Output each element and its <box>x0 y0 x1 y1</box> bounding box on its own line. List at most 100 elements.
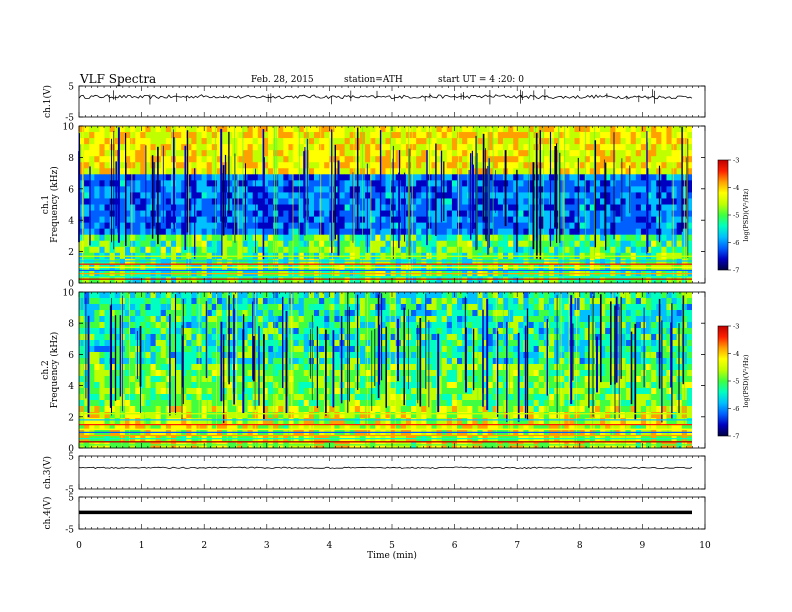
spectrogram-cell <box>339 168 346 175</box>
spectrogram-cell <box>620 334 626 341</box>
spectrogram-cell <box>140 364 146 371</box>
spectrogram-cell <box>579 156 586 163</box>
spectrogram-cell <box>646 210 652 217</box>
spectrogram-cell <box>600 370 606 377</box>
spectrogram-cell <box>457 132 463 139</box>
spectrogram-cell <box>497 258 504 266</box>
spectrogram-cell <box>594 132 601 139</box>
spectrogram-cell <box>109 168 116 175</box>
spectrogram-cell <box>497 210 504 217</box>
spectrogram-cell <box>538 352 545 359</box>
spectrogram-cell <box>370 150 376 157</box>
spectrogram-cell <box>124 210 131 217</box>
spectrogram-cell <box>370 240 376 248</box>
spectrogram-cell <box>411 334 417 341</box>
spectrogram-cell <box>99 204 105 211</box>
spectrogram-cell <box>686 316 693 323</box>
spectrogram-cell <box>651 352 657 359</box>
spectrogram-cell <box>262 352 269 359</box>
spectrogram-cell <box>313 246 320 254</box>
spectrogram-cell <box>405 126 412 133</box>
spectrogram-cell <box>615 370 621 377</box>
spectrogram-cell <box>605 156 611 163</box>
spectrogram-cell <box>99 180 105 187</box>
spectrogram-cell <box>436 364 443 371</box>
spectrogram-cell <box>339 150 346 157</box>
spectrogram-cell <box>385 126 392 133</box>
spectrogram-cell <box>457 322 463 329</box>
spectrogram-cell <box>79 210 85 217</box>
spectrogram-cell <box>446 204 453 211</box>
spectrogram-cell <box>94 316 100 323</box>
spectrogram-cell <box>508 204 514 211</box>
spectrogram-cell <box>477 168 483 175</box>
spectrogram-cell <box>211 328 218 335</box>
spectrogram-cell <box>262 204 269 211</box>
spectrogram-cell <box>467 192 473 199</box>
spectrogram-cell <box>216 370 223 377</box>
spectrogram-cell <box>426 162 432 169</box>
spectrogram-cell <box>559 156 565 163</box>
spectrogram-cell <box>671 198 678 205</box>
spectrogram-cell <box>615 352 621 359</box>
spectrogram-cell <box>630 162 637 169</box>
spectrogram-cell <box>686 258 693 266</box>
spectrogram-cell <box>84 276 90 284</box>
spectrogram-cell <box>497 292 504 299</box>
spectrogram-cell <box>528 352 535 359</box>
spectrogram-cell <box>165 144 172 151</box>
spectrogram-cell <box>594 292 601 299</box>
spectrogram-cell <box>278 316 284 323</box>
spectrogram-cell <box>574 186 581 193</box>
spectrogram-cell <box>676 132 683 139</box>
spectrogram-cell <box>298 138 305 145</box>
spectrogram-cell <box>646 192 652 199</box>
spectrogram-cell <box>421 370 427 377</box>
spectrogram-cell <box>635 258 642 266</box>
spectrogram-cell <box>84 216 90 224</box>
spectrogram-cell <box>278 276 284 284</box>
spectrogram-cell <box>278 298 284 305</box>
spectrogram-cell <box>109 264 116 272</box>
spectrogram-cell <box>135 168 141 175</box>
spectrogram-cell <box>237 276 243 284</box>
spectrogram-cell <box>257 186 264 193</box>
spectrogram-cell <box>625 150 632 157</box>
spectrogram-cell <box>155 258 162 266</box>
spectrogram-cell <box>502 322 509 329</box>
spectrogram-cell <box>365 322 371 329</box>
spectrogram-cell <box>569 228 575 236</box>
spectrogram-cell <box>216 334 223 341</box>
spectrogram-cell <box>303 276 310 284</box>
spectrogram-cell <box>242 144 248 151</box>
spectrogram-cell <box>666 168 672 175</box>
spectrogram-cell <box>308 150 315 157</box>
spectrogram-cell <box>600 292 606 299</box>
spectrogram-cell <box>135 156 141 163</box>
spectrogram-cell <box>467 222 473 230</box>
spectrogram-cell <box>436 186 443 193</box>
spectrogram-cell <box>492 210 499 217</box>
spectrogram-cell <box>640 126 647 133</box>
spectrogram-cell <box>176 156 182 163</box>
spectrogram-cell <box>380 322 386 329</box>
spectrogram-cell <box>508 310 514 317</box>
spectrogram-cell <box>615 156 621 163</box>
spectrogram-cell <box>262 346 269 353</box>
spectrogram-cell <box>477 186 483 193</box>
spectrogram-cell <box>114 322 121 329</box>
spectrogram-cell <box>135 138 141 145</box>
spectrogram-cell <box>584 364 591 371</box>
spectrogram-cell <box>365 264 371 272</box>
spectrogram-cell <box>155 364 162 371</box>
spectrogram-cell <box>206 228 213 236</box>
spectrogram-cell <box>548 234 555 242</box>
spectrogram-cell <box>686 228 693 236</box>
spectrogram-cell <box>150 328 157 335</box>
spectrogram-cell <box>313 370 320 377</box>
spectrogram-cell <box>150 358 157 365</box>
spectrogram-cell <box>160 364 167 371</box>
spectrogram-cell <box>513 186 519 193</box>
spectrogram-cell <box>441 192 448 199</box>
spectrogram-cell <box>666 156 672 163</box>
